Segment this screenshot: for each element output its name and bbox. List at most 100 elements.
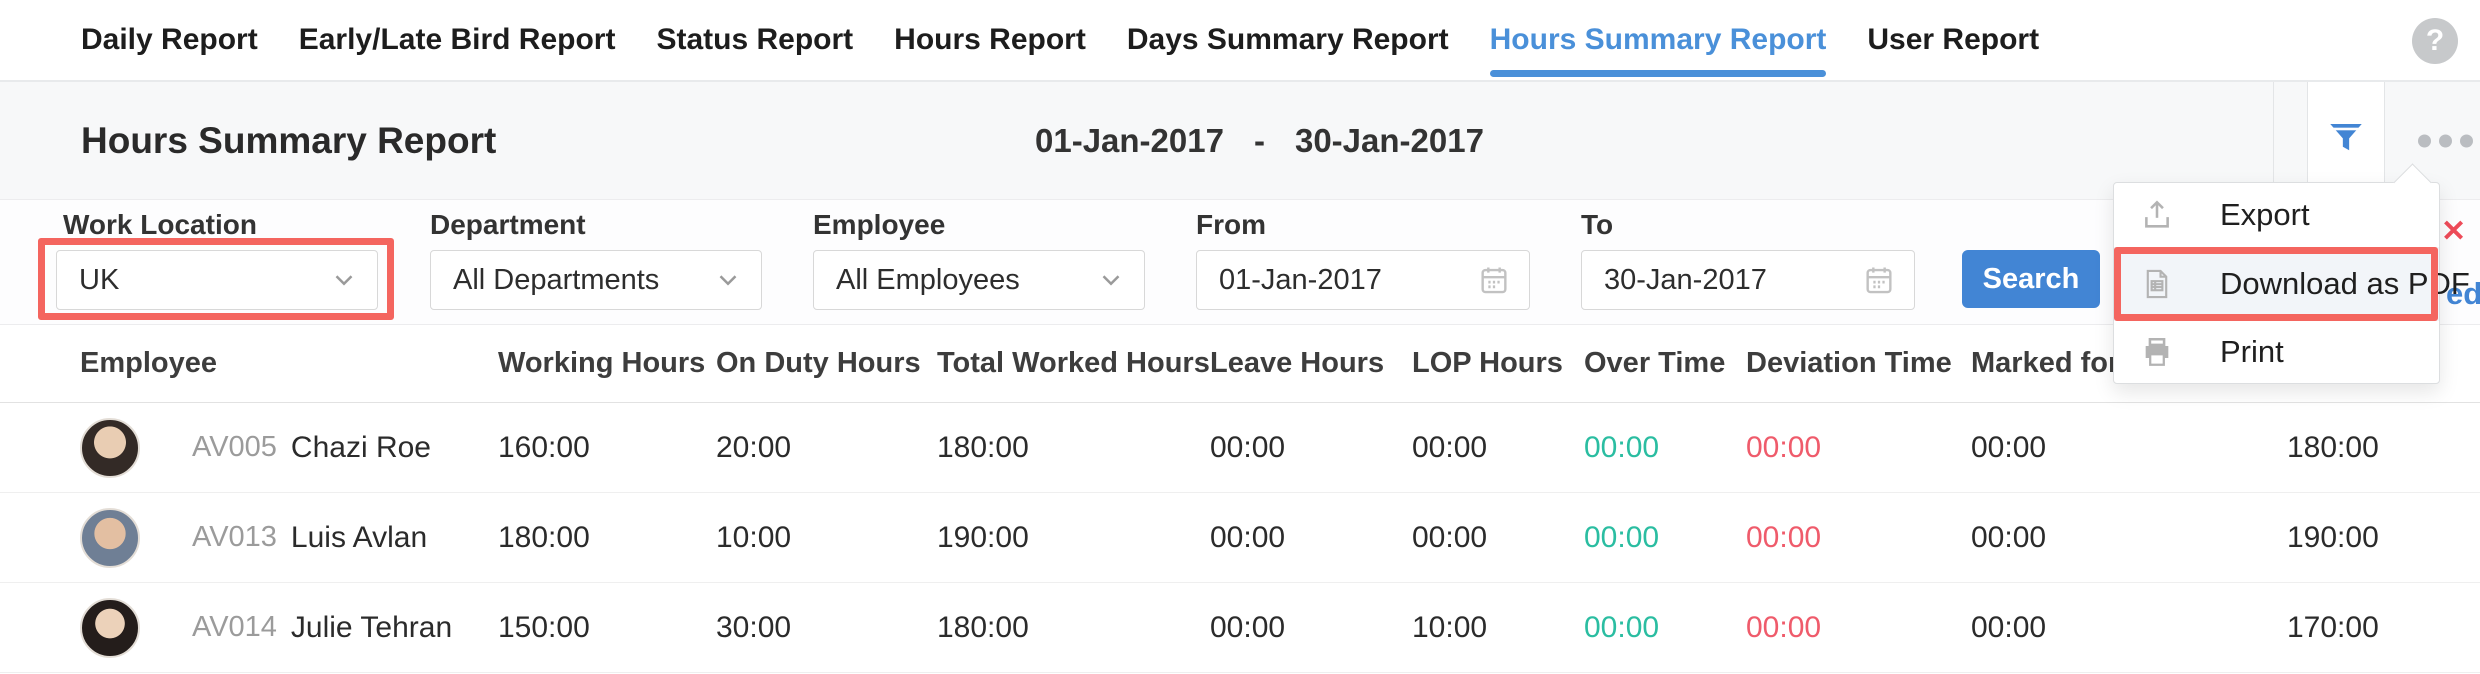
calendar-icon[interactable]: [1477, 263, 1511, 297]
menu-item-label: Download as PDF: [2220, 266, 2470, 301]
employee-cell: AV005 Chazi Roe: [80, 417, 498, 478]
employee-select[interactable]: All Employees: [813, 250, 1145, 310]
col-leave-hours: Leave Hours: [1210, 347, 1385, 379]
last-column-value: 180:00: [2287, 430, 2379, 464]
employee-id: AV005: [192, 431, 277, 463]
from-date-label: From: [1196, 209, 1266, 240]
menu-item-download-as-pdf[interactable]: Download as PDF: [2114, 247, 2470, 321]
print-icon: [2145, 337, 2169, 366]
working-hours-value: 160:00: [498, 430, 590, 464]
avatar: [80, 507, 140, 568]
work-location-select[interactable]: UK: [56, 250, 378, 310]
col-deviation-time: Deviation Time: [1746, 347, 1952, 379]
chevron-down-icon: [713, 265, 743, 295]
filter-bar: Work Location UK Department All Departme…: [0, 200, 2480, 325]
date-range-from: 01-Jan-2017: [1035, 121, 1224, 159]
on-duty-hours-value: 10:00: [716, 520, 792, 554]
department-value: All Departments: [453, 263, 660, 296]
tab-status-report[interactable]: Status Report: [656, 23, 854, 56]
to-date-value: 30-Jan-2017: [1604, 263, 1767, 296]
employee-id: AV013: [192, 521, 277, 553]
total-worked-hours-value: 180:00: [937, 430, 1029, 464]
pdf-document-icon: [2146, 269, 2168, 299]
employee-value: All Employees: [836, 263, 1020, 296]
to-date-input[interactable]: 30-Jan-2017: [1581, 250, 1915, 310]
work-location-label: Work Location: [63, 209, 257, 240]
funnel-icon: [2325, 116, 2367, 165]
employee-cell: AV013 Luis Avlan: [80, 507, 498, 568]
tab-daily-report[interactable]: Daily Report: [81, 23, 258, 56]
from-date-value: 01-Jan-2017: [1219, 263, 1382, 296]
tab-hours-report[interactable]: Hours Report: [894, 23, 1086, 56]
working-hours-value: 150:00: [498, 610, 590, 644]
work-location-value: UK: [79, 263, 120, 296]
search-button[interactable]: Search: [1962, 250, 2100, 308]
menu-item-export[interactable]: Export: [2114, 183, 2439, 247]
department-select[interactable]: All Departments: [430, 250, 762, 310]
ellipsis-icon: [2418, 134, 2431, 147]
total-worked-hours-value: 190:00: [937, 520, 1029, 554]
col-marked-for: Marked for: [1971, 347, 2120, 379]
calendar-icon[interactable]: [1862, 263, 1896, 297]
help-icon[interactable]: ?: [2412, 18, 2458, 64]
menu-item-print[interactable]: Print: [2114, 321, 2439, 383]
options-menu: Export Download as PDF Print: [2113, 182, 2470, 384]
tab-user-report[interactable]: User Report: [1867, 23, 2040, 56]
tab-days-summary-report[interactable]: Days Summary Report: [1126, 23, 1449, 56]
chevron-down-icon: [329, 265, 359, 295]
leave-hours-value: 00:00: [1210, 610, 1286, 644]
col-employee: Employee: [80, 347, 217, 379]
marked-for-value: 00:00: [1971, 430, 2047, 464]
lop-hours-value: 00:00: [1412, 520, 1488, 554]
department-label: Department: [430, 209, 586, 240]
over-time-value: 00:00: [1584, 610, 1660, 644]
clipped-link-text[interactable]: ed: [2446, 276, 2480, 311]
date-range: 01-Jan-2017 - 30-Jan-2017: [1035, 122, 1484, 160]
col-total-worked-hours: Total Worked Hours: [937, 347, 1210, 379]
lop-hours-value: 10:00: [1412, 610, 1488, 644]
marked-for-value: 00:00: [1971, 520, 2047, 554]
export-icon: [2145, 200, 2169, 228]
total-worked-hours-value: 180:00: [937, 610, 1029, 644]
on-duty-hours-value: 20:00: [716, 430, 792, 464]
over-time-value: 00:00: [1584, 520, 1660, 554]
on-duty-hours-value: 30:00: [716, 610, 792, 644]
date-range-to: 30-Jan-2017: [1294, 121, 1484, 159]
table-row[interactable]: AV013 Luis Avlan 180:00 10:00 190:00 00:…: [0, 493, 2480, 583]
header-divider: [2273, 82, 2274, 199]
employee-label: Employee: [813, 209, 946, 240]
close-filter-icon[interactable]: ✕: [2441, 215, 2467, 248]
employee-cell: AV014 Julie Tehran: [80, 597, 498, 658]
marked-for-value: 00:00: [1971, 610, 2047, 644]
leave-hours-value: 00:00: [1210, 430, 1286, 464]
report-header: Hours Summary Report 01-Jan-2017 - 30-Ja…: [0, 82, 2480, 200]
over-time-value: 00:00: [1584, 430, 1660, 464]
col-lop-hours: LOP Hours: [1412, 347, 1563, 379]
table-header-row: Employee Working Hours On Duty Hours Tot…: [0, 325, 2480, 403]
last-column-value: 170:00: [2287, 610, 2379, 644]
tab-early-late-bird-report[interactable]: Early/Late Bird Report: [298, 23, 616, 56]
from-date-input[interactable]: 01-Jan-2017: [1196, 250, 1530, 310]
avatar: [80, 417, 140, 478]
report-tabs-bar: Daily Report Early/Late Bird Report Stat…: [0, 0, 2480, 82]
deviation-time-value: 00:00: [1746, 610, 1822, 644]
table-row[interactable]: AV014 Julie Tehran 150:00 30:00 180:00 0…: [0, 583, 2480, 673]
to-date-label: To: [1581, 209, 1614, 240]
table-row[interactable]: AV005 Chazi Roe 160:00 20:00 180:00 00:0…: [0, 403, 2480, 493]
page-title: Hours Summary Report: [81, 119, 497, 161]
employee-name: Luis Avlan: [290, 520, 428, 554]
menu-item-label: Export: [2220, 197, 2310, 232]
date-range-separator: -: [1253, 121, 1265, 159]
working-hours-value: 180:00: [498, 520, 590, 554]
employee-name: Chazi Roe: [290, 430, 431, 464]
lop-hours-value: 00:00: [1412, 430, 1488, 464]
col-working-hours: Working Hours: [498, 347, 706, 379]
more-options-button[interactable]: [2408, 124, 2480, 157]
hours-summary-table: Employee Working Hours On Duty Hours Tot…: [0, 325, 2480, 673]
menu-item-label: Print: [2220, 334, 2284, 369]
tab-hours-summary-report[interactable]: Hours Summary Report: [1489, 0, 1826, 80]
avatar: [80, 597, 140, 658]
deviation-time-value: 00:00: [1746, 520, 1822, 554]
filter-toggle-button[interactable]: [2307, 82, 2385, 199]
